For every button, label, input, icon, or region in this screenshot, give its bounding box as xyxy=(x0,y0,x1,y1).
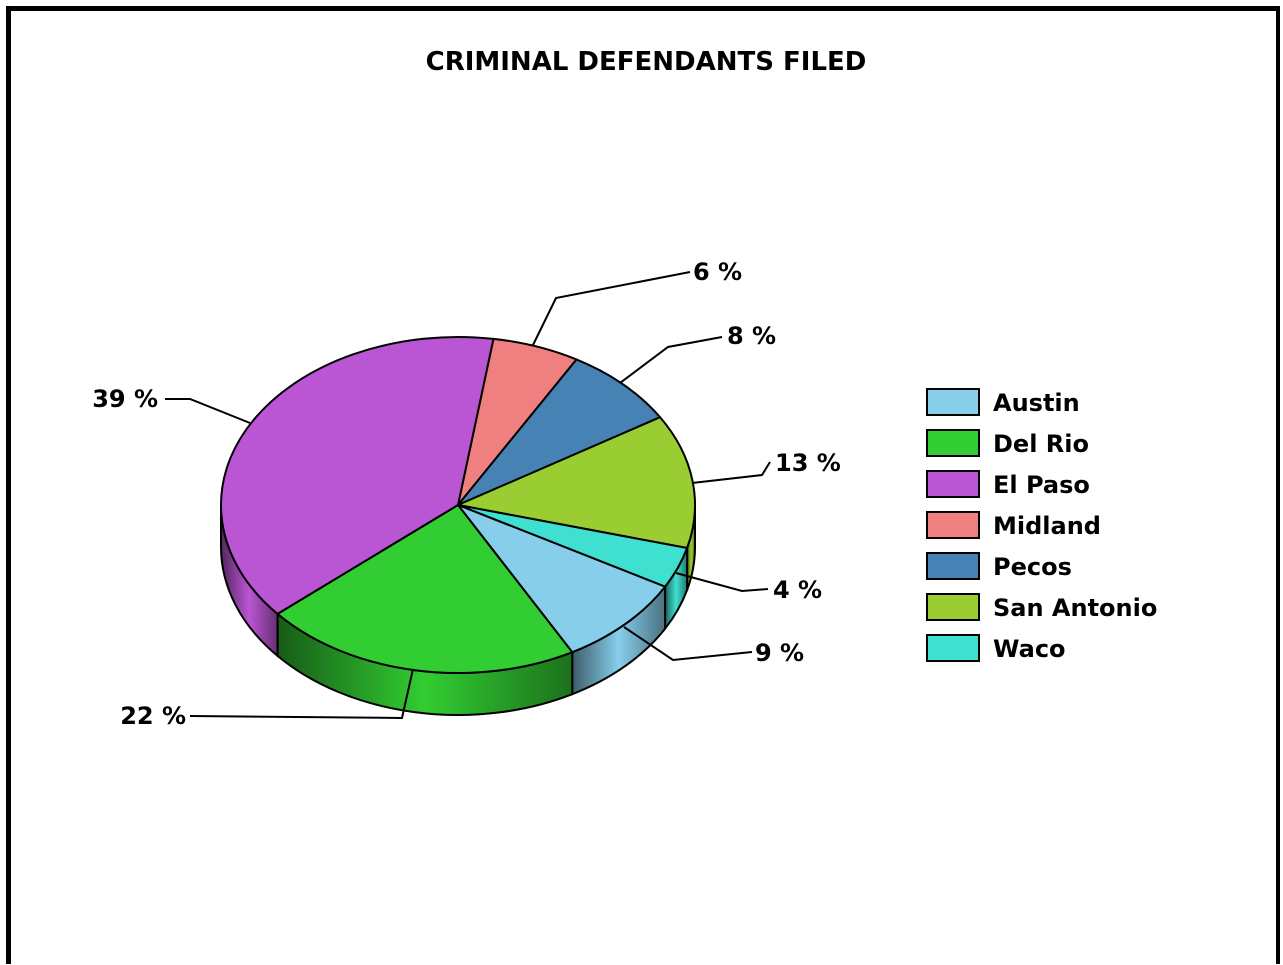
data-label: 6 % xyxy=(693,258,742,286)
data-labels: 6 % 8 % 13 % 4 % 9 % 22 % 39 % xyxy=(92,258,841,730)
pie-slice-pecos xyxy=(457,358,662,506)
data-label: 13 % xyxy=(775,449,841,477)
legend-label: Austin xyxy=(993,389,1080,417)
leader-line xyxy=(691,461,771,484)
legend-label: Waco xyxy=(993,635,1066,663)
legend-swatch xyxy=(926,511,980,539)
legend: Austin Del Rio El Paso Midland Pecos San Anto… xyxy=(926,388,1157,663)
legend-label: Del Rio xyxy=(993,430,1089,458)
legend-swatch xyxy=(926,552,980,580)
pie-slices xyxy=(220,336,696,674)
chart-title: CRIMINAL DEFENDANTS FILED xyxy=(426,47,867,77)
legend-swatch xyxy=(926,429,980,457)
legend-label: El Paso xyxy=(993,471,1090,499)
legend-label: Pecos xyxy=(993,553,1072,581)
leader-line xyxy=(165,398,251,424)
pie-sides xyxy=(220,504,696,716)
data-label: 4 % xyxy=(773,576,822,604)
data-label: 22 % xyxy=(120,702,186,730)
legend-label: San Antonio xyxy=(993,594,1157,622)
legend-label: Midland xyxy=(993,512,1101,540)
leader-line xyxy=(623,626,753,662)
data-label: 8 % xyxy=(727,322,776,350)
leader-line xyxy=(675,572,769,593)
pie-slice-austin xyxy=(457,504,667,654)
legend-swatch xyxy=(926,634,980,662)
pie-slice-el-paso xyxy=(220,336,495,615)
data-label: 9 % xyxy=(755,639,804,667)
pie-slice-del-rio xyxy=(276,504,574,674)
legend-swatch xyxy=(926,470,980,498)
legend-swatch xyxy=(926,593,980,621)
data-label: 39 % xyxy=(92,385,158,413)
leader-line xyxy=(619,336,723,384)
leader-line xyxy=(532,271,691,346)
leader-line xyxy=(189,668,414,720)
legend-swatch xyxy=(926,388,980,416)
